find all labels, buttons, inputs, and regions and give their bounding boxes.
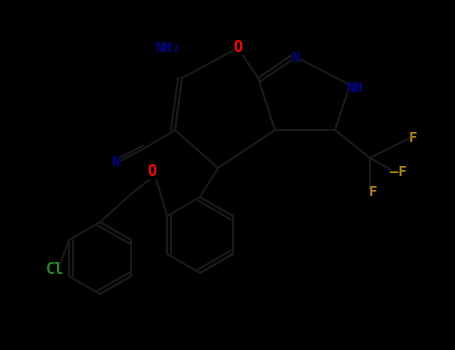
- FancyBboxPatch shape: [48, 264, 62, 276]
- Text: NH₂: NH₂: [156, 41, 181, 55]
- FancyBboxPatch shape: [410, 132, 416, 144]
- FancyBboxPatch shape: [369, 186, 376, 198]
- FancyBboxPatch shape: [391, 166, 405, 178]
- Text: O: O: [147, 164, 157, 180]
- FancyBboxPatch shape: [157, 42, 178, 54]
- Text: O: O: [233, 41, 243, 56]
- Text: NH: NH: [347, 81, 364, 95]
- Text: N: N: [111, 155, 119, 169]
- Text: –F: –F: [389, 165, 406, 179]
- FancyBboxPatch shape: [148, 166, 156, 178]
- Text: F: F: [369, 185, 377, 199]
- FancyBboxPatch shape: [111, 156, 118, 168]
- Text: N: N: [291, 51, 299, 65]
- FancyBboxPatch shape: [234, 42, 242, 54]
- Text: F: F: [409, 131, 417, 145]
- FancyBboxPatch shape: [348, 82, 362, 94]
- Text: Cl: Cl: [46, 262, 64, 278]
- FancyBboxPatch shape: [292, 52, 298, 64]
